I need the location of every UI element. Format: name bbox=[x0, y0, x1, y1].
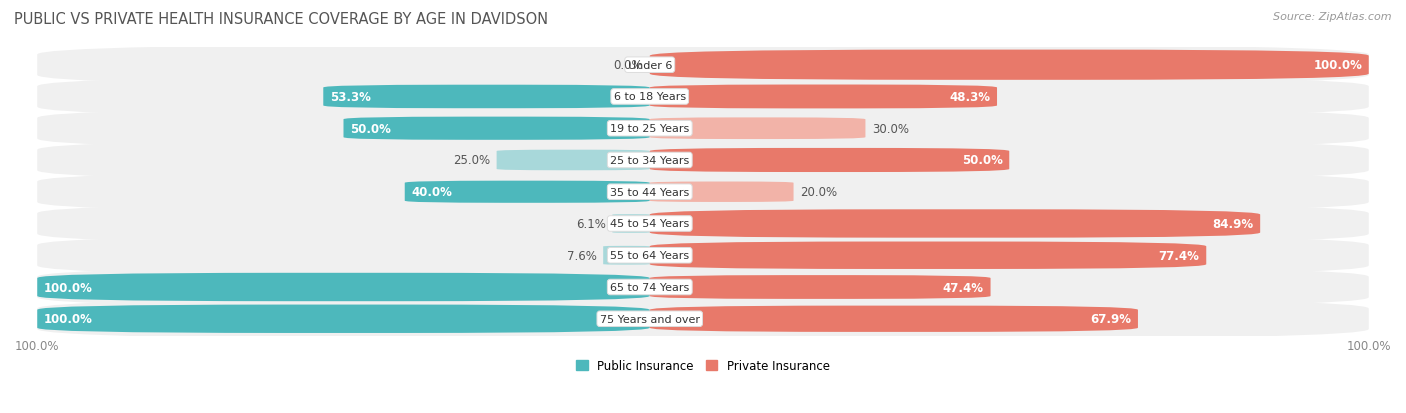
FancyBboxPatch shape bbox=[37, 140, 1369, 181]
Text: Under 6: Under 6 bbox=[627, 61, 672, 71]
FancyBboxPatch shape bbox=[37, 267, 1369, 308]
FancyBboxPatch shape bbox=[650, 149, 1010, 173]
Text: 55 to 64 Years: 55 to 64 Years bbox=[610, 251, 689, 261]
FancyBboxPatch shape bbox=[650, 118, 866, 140]
Text: 67.9%: 67.9% bbox=[1090, 313, 1132, 325]
Text: 35 to 44 Years: 35 to 44 Years bbox=[610, 187, 689, 197]
FancyBboxPatch shape bbox=[323, 85, 650, 109]
FancyBboxPatch shape bbox=[37, 235, 1369, 276]
Text: 100.0%: 100.0% bbox=[44, 281, 93, 294]
FancyBboxPatch shape bbox=[650, 306, 1137, 332]
FancyBboxPatch shape bbox=[603, 246, 650, 265]
Text: 19 to 25 Years: 19 to 25 Years bbox=[610, 124, 689, 134]
Text: 65 to 74 Years: 65 to 74 Years bbox=[610, 282, 689, 292]
Legend: Public Insurance, Private Insurance: Public Insurance, Private Insurance bbox=[571, 354, 835, 377]
FancyBboxPatch shape bbox=[405, 181, 650, 203]
FancyBboxPatch shape bbox=[37, 204, 1369, 244]
FancyBboxPatch shape bbox=[37, 109, 1369, 149]
FancyBboxPatch shape bbox=[37, 77, 1369, 118]
FancyBboxPatch shape bbox=[37, 45, 1369, 86]
Text: 48.3%: 48.3% bbox=[949, 91, 990, 104]
Text: 47.4%: 47.4% bbox=[943, 281, 984, 294]
FancyBboxPatch shape bbox=[613, 215, 650, 233]
FancyBboxPatch shape bbox=[650, 85, 997, 109]
FancyBboxPatch shape bbox=[650, 182, 793, 202]
FancyBboxPatch shape bbox=[37, 305, 650, 333]
Text: 20.0%: 20.0% bbox=[800, 186, 838, 199]
FancyBboxPatch shape bbox=[37, 299, 1369, 339]
Text: Source: ZipAtlas.com: Source: ZipAtlas.com bbox=[1274, 12, 1392, 22]
FancyBboxPatch shape bbox=[650, 275, 991, 299]
FancyBboxPatch shape bbox=[343, 117, 650, 140]
Text: 25 to 34 Years: 25 to 34 Years bbox=[610, 156, 689, 166]
Text: 50.0%: 50.0% bbox=[962, 154, 1002, 167]
Text: 7.6%: 7.6% bbox=[567, 249, 596, 262]
Text: 53.3%: 53.3% bbox=[330, 91, 371, 104]
Text: 40.0%: 40.0% bbox=[412, 186, 453, 199]
Text: 84.9%: 84.9% bbox=[1212, 218, 1254, 230]
Text: 6.1%: 6.1% bbox=[576, 218, 606, 230]
Text: 0.0%: 0.0% bbox=[613, 59, 643, 72]
Text: 77.4%: 77.4% bbox=[1159, 249, 1199, 262]
FancyBboxPatch shape bbox=[37, 273, 650, 301]
Text: 25.0%: 25.0% bbox=[453, 154, 489, 167]
Text: 100.0%: 100.0% bbox=[44, 313, 93, 325]
FancyBboxPatch shape bbox=[650, 242, 1206, 269]
FancyBboxPatch shape bbox=[650, 50, 1369, 81]
FancyBboxPatch shape bbox=[37, 172, 1369, 213]
Text: 30.0%: 30.0% bbox=[872, 122, 910, 135]
Text: 75 Years and over: 75 Years and over bbox=[600, 314, 700, 324]
FancyBboxPatch shape bbox=[650, 210, 1260, 238]
FancyBboxPatch shape bbox=[496, 150, 650, 171]
Text: 6 to 18 Years: 6 to 18 Years bbox=[613, 92, 686, 102]
Text: 100.0%: 100.0% bbox=[1313, 59, 1362, 72]
Text: PUBLIC VS PRIVATE HEALTH INSURANCE COVERAGE BY AGE IN DAVIDSON: PUBLIC VS PRIVATE HEALTH INSURANCE COVER… bbox=[14, 12, 548, 27]
Text: 45 to 54 Years: 45 to 54 Years bbox=[610, 219, 689, 229]
Text: 50.0%: 50.0% bbox=[350, 122, 391, 135]
